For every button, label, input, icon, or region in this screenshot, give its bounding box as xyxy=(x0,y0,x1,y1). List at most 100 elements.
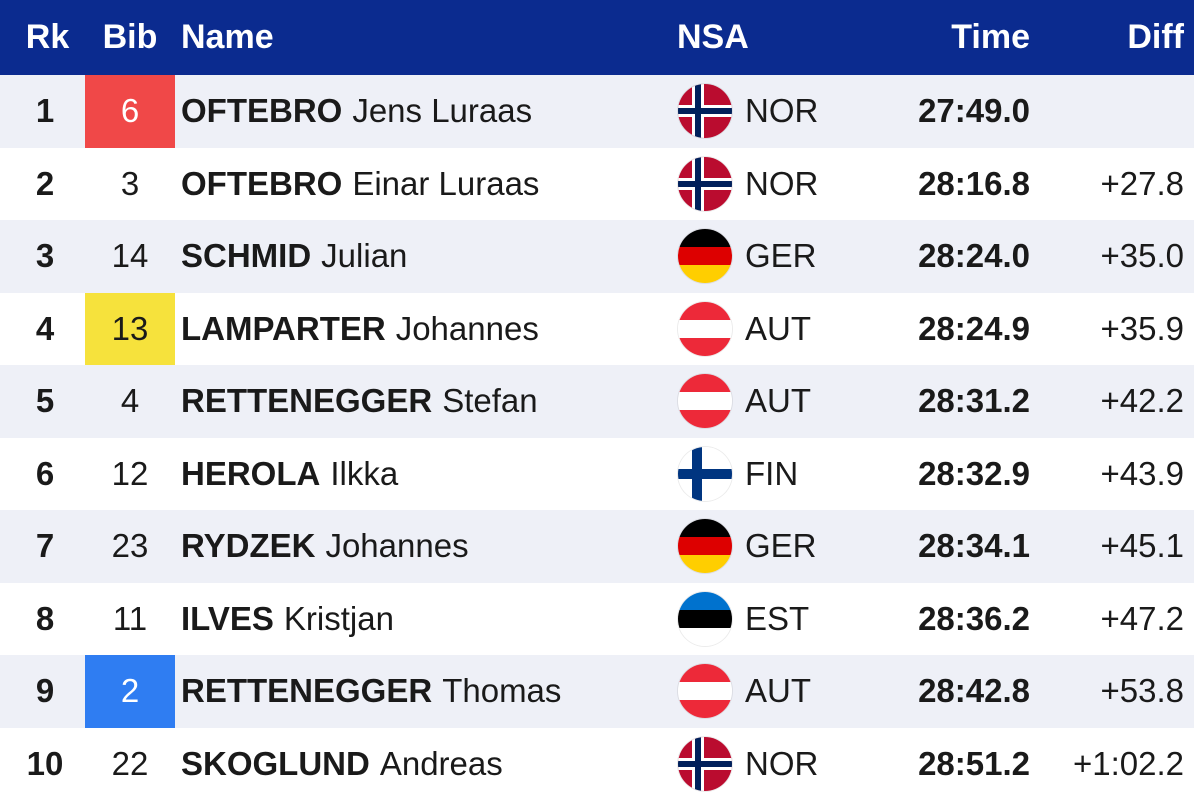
table-row[interactable]: 8 11 ILVES Kristjan EST 28:36.2 +47.2 xyxy=(0,582,1194,656)
athlete-name[interactable]: RETTENEGGER Stefan xyxy=(181,365,538,438)
nor-flag-icon xyxy=(678,156,732,211)
flag-cell xyxy=(677,293,733,366)
table-row[interactable]: 1 6 OFTEBRO Jens Luraas NOR 27:49.0 xyxy=(0,75,1194,148)
time-cell: 28:42.8 xyxy=(918,672,1030,710)
table-row[interactable]: 9 2 RETTENEGGER Thomas AUT 28:42.8 +53.8 xyxy=(0,655,1194,728)
bib-cell: 14 xyxy=(111,237,149,275)
bib-cell: 13 xyxy=(85,292,175,365)
rank-cell: 1 xyxy=(35,92,55,130)
flag-cell xyxy=(677,655,733,728)
table-row[interactable]: 10 22 SKOGLUND Andreas NOR 28:51.2 +1:02… xyxy=(0,727,1194,801)
nsa-code: NOR xyxy=(745,92,819,130)
table-row[interactable]: 6 12 HEROLA Ilkka FIN 28:32.9 +43.9 xyxy=(0,437,1194,511)
diff-cell: +45.1 xyxy=(1100,527,1185,565)
bib-cell: 12 xyxy=(111,454,149,492)
bib-cell: 4 xyxy=(120,382,140,420)
diff-cell: +27.8 xyxy=(1100,164,1185,202)
nsa-code: AUT xyxy=(745,672,811,710)
header-name[interactable]: Name xyxy=(181,18,274,56)
nsa-code: NOR xyxy=(745,744,819,782)
athlete-name[interactable]: OFTEBRO Einar Luraas xyxy=(181,148,539,221)
flag-cell xyxy=(677,510,733,583)
athlete-surname: OFTEBRO xyxy=(181,92,343,130)
time-cell: 28:32.9 xyxy=(918,454,1030,492)
bib-cell: 22 xyxy=(111,744,149,782)
diff-cell: +35.9 xyxy=(1100,309,1185,347)
athlete-name[interactable]: LAMPARTER Johannes xyxy=(181,293,539,366)
header-bib[interactable]: Bib xyxy=(102,18,158,56)
bib-cell: 3 xyxy=(120,164,140,202)
athlete-name[interactable]: ILVES Kristjan xyxy=(181,583,394,656)
athlete-surname: SKOGLUND xyxy=(181,744,370,782)
nsa-code: NOR xyxy=(745,164,819,202)
athlete-name[interactable]: RYDZEK Johannes xyxy=(181,510,469,583)
aut-flag-icon xyxy=(678,664,732,719)
athlete-surname: RETTENEGGER xyxy=(181,382,433,420)
athlete-surname: SCHMID xyxy=(181,237,312,275)
table-row[interactable]: 7 23 RYDZEK Johannes GER 28:34.1 +45.1 xyxy=(0,510,1194,583)
flag-cell xyxy=(677,220,733,293)
flag-cell xyxy=(677,728,733,801)
nor-flag-icon xyxy=(678,84,732,139)
nsa-code: EST xyxy=(745,599,810,637)
table-row[interactable]: 4 13 LAMPARTER Johannes AUT 28:24.9 +35.… xyxy=(0,292,1194,366)
time-cell: 28:31.2 xyxy=(918,382,1030,420)
rank-cell: 5 xyxy=(35,382,55,420)
athlete-name[interactable]: SCHMID Julian xyxy=(181,220,407,293)
fin-flag-icon xyxy=(678,446,732,501)
nsa-code: GER xyxy=(745,527,817,565)
athlete-name[interactable]: HEROLA Ilkka xyxy=(181,438,398,511)
table-body: 1 6 OFTEBRO Jens Luraas NOR 27:49.0 2 3 … xyxy=(0,75,1194,800)
athlete-surname: ILVES xyxy=(181,599,274,637)
bib-cell: 23 xyxy=(111,527,149,565)
rank-cell: 8 xyxy=(35,599,55,637)
rank-cell: 2 xyxy=(35,164,55,202)
header-diff[interactable]: Diff xyxy=(1127,18,1184,56)
athlete-given-name: Kristjan xyxy=(283,599,394,637)
athlete-name[interactable]: SKOGLUND Andreas xyxy=(181,728,503,801)
athlete-given-name: Ilkka xyxy=(330,454,399,492)
table-header: Rk Bib Name NSA Time Diff xyxy=(0,0,1194,75)
time-cell: 28:24.0 xyxy=(918,237,1030,275)
time-cell: 28:24.9 xyxy=(918,309,1030,347)
athlete-given-name: Stefan xyxy=(442,382,538,420)
rank-cell: 4 xyxy=(35,309,55,347)
time-cell: 28:34.1 xyxy=(918,527,1030,565)
aut-flag-icon xyxy=(678,301,732,356)
athlete-surname: RYDZEK xyxy=(181,527,316,565)
header-time[interactable]: Time xyxy=(951,18,1030,56)
athlete-name[interactable]: RETTENEGGER Thomas xyxy=(181,655,561,728)
diff-cell: +1:02.2 xyxy=(1072,744,1184,782)
athlete-surname: HEROLA xyxy=(181,454,321,492)
rank-cell: 7 xyxy=(35,527,55,565)
flag-cell xyxy=(677,365,733,438)
rank-cell: 10 xyxy=(26,744,64,782)
time-cell: 27:49.0 xyxy=(918,92,1030,130)
diff-cell: +35.0 xyxy=(1100,237,1185,275)
flag-cell xyxy=(677,148,733,221)
table-row[interactable]: 3 14 SCHMID Julian GER 28:24.0 +35.0 xyxy=(0,220,1194,293)
ger-flag-icon xyxy=(678,229,732,284)
flag-cell xyxy=(677,583,733,656)
athlete-surname: RETTENEGGER xyxy=(181,672,433,710)
table-row[interactable]: 2 3 OFTEBRO Einar Luraas NOR 28:16.8 +27… xyxy=(0,147,1194,221)
aut-flag-icon xyxy=(678,374,732,429)
nsa-code: AUT xyxy=(745,382,811,420)
athlete-given-name: Johannes xyxy=(395,309,539,347)
header-nsa[interactable]: NSA xyxy=(677,18,749,56)
athlete-given-name: Andreas xyxy=(379,744,503,782)
nsa-code: GER xyxy=(745,237,817,275)
table-row[interactable]: 5 4 RETTENEGGER Stefan AUT 28:31.2 +42.2 xyxy=(0,365,1194,438)
time-cell: 28:36.2 xyxy=(918,599,1030,637)
bib-cell: 6 xyxy=(85,75,175,148)
bib-cell: 2 xyxy=(85,655,175,728)
athlete-given-name: Johannes xyxy=(325,527,469,565)
rank-cell: 6 xyxy=(35,454,55,492)
athlete-surname: OFTEBRO xyxy=(181,164,343,202)
athlete-name[interactable]: OFTEBRO Jens Luraas xyxy=(181,75,532,148)
nsa-code: FIN xyxy=(745,454,799,492)
diff-cell: +53.8 xyxy=(1100,672,1185,710)
time-cell: 28:51.2 xyxy=(918,744,1030,782)
header-rank[interactable]: Rk xyxy=(25,18,70,56)
